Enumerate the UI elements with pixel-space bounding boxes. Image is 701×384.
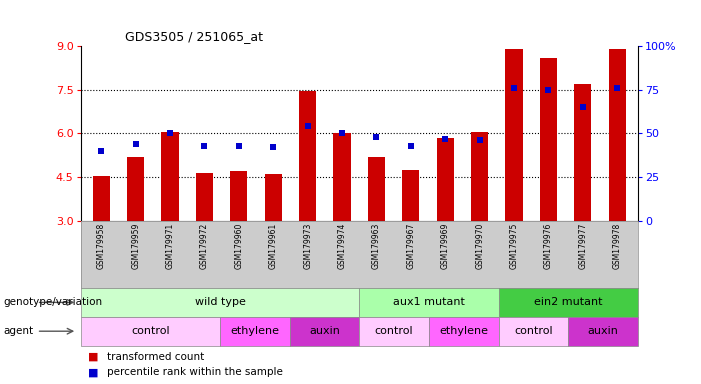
Text: GSM179978: GSM179978 (613, 223, 622, 269)
Text: ethylene: ethylene (440, 326, 489, 336)
Text: auxin: auxin (309, 326, 340, 336)
Text: ein2 mutant: ein2 mutant (534, 297, 602, 308)
Text: ■: ■ (88, 367, 98, 377)
Bar (437, 138, 454, 221)
Text: GSM179958: GSM179958 (97, 223, 106, 269)
Point (199, 142, 210, 149)
Text: GSM179960: GSM179960 (234, 223, 243, 269)
Text: agent: agent (4, 326, 34, 336)
Text: transformed count: transformed count (107, 352, 205, 362)
Bar (359, 288, 498, 317)
Bar (368, 157, 385, 221)
Text: control: control (375, 326, 414, 336)
Text: GSM179974: GSM179974 (338, 223, 346, 269)
Text: GDS3505 / 251065_at: GDS3505 / 251065_at (125, 30, 263, 43)
Bar (334, 134, 350, 221)
Text: aux1 mutant: aux1 mutant (393, 297, 465, 308)
Bar (498, 317, 569, 346)
Bar (265, 174, 282, 221)
Text: auxin: auxin (587, 326, 618, 336)
Point (543, 87, 554, 93)
Text: GSM179963: GSM179963 (372, 223, 381, 269)
Point (336, 131, 348, 137)
Text: GSM179972: GSM179972 (200, 223, 209, 269)
Text: GSM179970: GSM179970 (475, 223, 484, 269)
Text: GSM179975: GSM179975 (510, 223, 519, 269)
Bar (574, 84, 592, 221)
Bar (608, 49, 626, 221)
Point (612, 85, 623, 91)
Bar (196, 173, 213, 221)
Bar (299, 91, 316, 221)
Bar (93, 175, 110, 221)
Text: percentile rank within the sample: percentile rank within the sample (107, 367, 283, 377)
Point (508, 85, 519, 91)
Point (577, 104, 588, 110)
Point (302, 123, 313, 129)
Bar (540, 58, 557, 221)
Point (268, 144, 279, 151)
Bar (402, 170, 419, 221)
Bar (220, 317, 290, 346)
Point (130, 141, 142, 147)
Bar (498, 288, 638, 317)
Point (95, 148, 107, 154)
Text: GSM179973: GSM179973 (303, 223, 312, 269)
Text: GSM179969: GSM179969 (441, 223, 450, 269)
Bar (505, 49, 523, 221)
Bar (429, 317, 498, 346)
Bar (569, 317, 638, 346)
Text: genotype/variation: genotype/variation (4, 297, 102, 308)
Point (233, 142, 245, 149)
Bar (230, 171, 247, 221)
Text: GSM179976: GSM179976 (544, 223, 553, 269)
Bar (290, 317, 359, 346)
Point (165, 131, 176, 137)
Bar (161, 132, 179, 221)
Text: control: control (131, 326, 170, 336)
Text: GSM179961: GSM179961 (268, 223, 278, 269)
Point (474, 137, 485, 144)
Bar (81, 288, 359, 317)
Text: control: control (514, 326, 552, 336)
Text: GSM179977: GSM179977 (578, 223, 587, 269)
Text: GSM179959: GSM179959 (131, 223, 140, 269)
Text: GSM179967: GSM179967 (407, 223, 416, 269)
Point (440, 136, 451, 142)
Text: GSM179971: GSM179971 (165, 223, 175, 269)
Point (405, 142, 416, 149)
Bar (127, 157, 144, 221)
Text: wild type: wild type (194, 297, 245, 308)
Bar (359, 317, 429, 346)
Text: ethylene: ethylene (230, 326, 279, 336)
Text: ■: ■ (88, 352, 98, 362)
Bar (81, 317, 220, 346)
Bar (471, 132, 489, 221)
Point (371, 134, 382, 140)
